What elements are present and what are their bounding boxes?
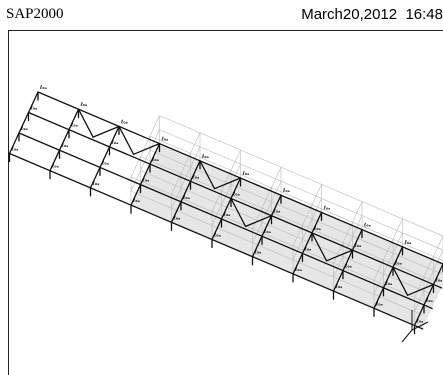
joint-label: ℓ₀ₐ (394, 260, 403, 266)
joint-label: ℓ₀ₐ (161, 137, 170, 143)
joint-label: ℓ₀ₐ (363, 223, 372, 229)
joint-label: ℓ₀ₐ (20, 126, 29, 132)
joint-label: ℓ₀ₐ (223, 212, 232, 218)
joint-label: ℓ₀ₐ (385, 281, 394, 287)
joint-label: ℓ₀ₐ (182, 195, 191, 201)
joint-label: ℓ₀ₐ (313, 226, 322, 232)
joint-label: ℓ₀ₐ (101, 160, 110, 166)
joint-label: ℓ₀ₐ (335, 284, 344, 290)
joint-label: ℓ₀ₐ (51, 164, 60, 170)
joint-label: ℓ₀ₐ (120, 119, 129, 125)
joint-label: ℓ₀ₐ (11, 147, 20, 153)
joint-label: ℓ₀ₐ (30, 106, 39, 112)
joint-label: ℓ₀ₐ (404, 240, 413, 246)
floor-shading (131, 144, 443, 329)
joint-label: ℓ₀ₐ (242, 171, 251, 177)
joint-label: ℓ₀ₐ (111, 140, 120, 146)
joint-label: ℓ₀ₐ (92, 181, 101, 187)
joint-label: ℓ₀ₐ (151, 157, 160, 163)
joint-label: ℓ₀ₐ (273, 209, 282, 215)
joint-label: ℓ₀ₐ (375, 301, 384, 307)
joint-label: ℓ₀ₐ (213, 233, 222, 239)
joint-label: ℓ₀ₐ (263, 229, 272, 235)
joint-label: ℓ₀ₐ (294, 267, 303, 273)
joint-label: ℓ₀ₐ (344, 264, 353, 270)
joint-label: ℓ₀ₐ (80, 102, 89, 108)
joint-label: ℓ₀ₐ (435, 278, 443, 284)
joint-label: ℓ₀ₐ (192, 174, 201, 180)
joint-label: ℓ₀ₐ (323, 205, 332, 211)
joint-label: ℓ₀ₐ (425, 298, 434, 304)
joint-label: ℓ₀ₐ (416, 319, 425, 325)
joint-label: ℓ₀ₐ (61, 143, 70, 149)
joint-label: ℓ₀ₐ (232, 192, 241, 198)
joint-label: ℓ₀ₐ (201, 154, 210, 160)
joint-label: ℓ₀ₐ (304, 246, 313, 252)
joint-label: ℓ₀ₐ (354, 243, 363, 249)
joint-label: ℓ₀ₐ (132, 198, 141, 204)
joint-label: ℓ₀ₐ (39, 85, 48, 91)
joint-label: ℓ₀ₐ (282, 188, 291, 194)
joint-label: ℓ₀ₐ (254, 250, 263, 256)
joint-label: ℓ₀ₐ (70, 123, 79, 129)
joint-label: ℓ₀ₐ (173, 215, 182, 221)
joint-label: ℓ₀ₐ (142, 178, 151, 184)
